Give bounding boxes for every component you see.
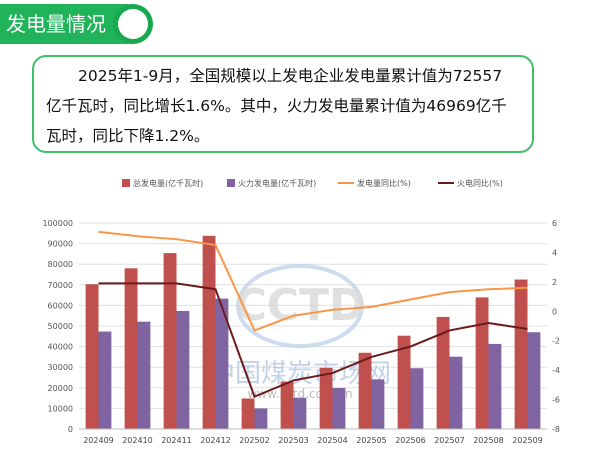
y2-tick-label: -8	[552, 425, 560, 434]
legend-label: 总发电量(亿千瓦时)	[133, 178, 203, 188]
section-title: 发电量情况	[6, 12, 106, 36]
y-tick-label: 90000	[48, 240, 73, 249]
total-bar	[436, 316, 450, 429]
x-tick-label: 202508	[473, 436, 504, 445]
thermal-bar	[137, 321, 151, 429]
legend-swatch	[122, 179, 130, 187]
thermal-bar	[98, 331, 112, 429]
total-bar	[124, 268, 138, 429]
total-bar	[85, 284, 99, 429]
x-tick-label: 202507	[434, 436, 465, 445]
y-tick-label: 10000	[48, 404, 73, 413]
x-tick-label: 202509	[512, 436, 543, 445]
y-tick-label: 60000	[48, 301, 73, 310]
y-tick-label: 80000	[48, 260, 73, 269]
y-tick-label: 50000	[48, 322, 73, 331]
total-bar	[163, 253, 177, 429]
x-tick-label: 202409	[83, 436, 114, 445]
total-bar	[514, 279, 528, 429]
y2-tick-label: 2	[552, 278, 557, 287]
thermal-bar	[254, 408, 268, 429]
y-tick-label: 40000	[48, 343, 73, 352]
x-tick-label: 202412	[200, 436, 231, 445]
y-tick-label: 30000	[48, 363, 73, 372]
total-bar	[358, 352, 372, 429]
thermal-bar	[371, 379, 385, 429]
x-tick-label: 202503	[278, 436, 309, 445]
header-circle-icon	[118, 9, 148, 39]
summary-box: 2025年1-9月，全国规模以上发电企业发电量累计值为72557亿千瓦时，同比增…	[32, 55, 534, 153]
x-tick-label: 202504	[317, 436, 348, 445]
total-bar	[319, 367, 333, 429]
x-tick-label: 202411	[161, 436, 192, 445]
thermal-bar	[410, 368, 424, 429]
y-tick-label: 70000	[48, 281, 73, 290]
thermal-bar	[449, 356, 463, 429]
y2-tick-label: -2	[552, 337, 560, 346]
thermal-bar	[332, 388, 346, 429]
thermal-bar	[527, 332, 541, 429]
thermal-yoy-line	[98, 282, 528, 398]
y2-tick-label: -4	[552, 366, 560, 375]
x-tick-label: 202506	[395, 436, 426, 445]
legend-swatch	[227, 179, 235, 187]
y-tick-label: 100000	[42, 219, 73, 228]
y-tick-label: 20000	[48, 384, 73, 393]
x-tick-label: 202505	[356, 436, 387, 445]
y2-tick-label: 4	[552, 248, 557, 257]
section-header: 发电量情况	[0, 4, 148, 44]
thermal-bar	[176, 310, 190, 429]
x-tick-label: 202502	[239, 436, 270, 445]
x-tick-label: 202410	[122, 436, 153, 445]
y2-tick-label: -6	[552, 396, 560, 405]
power-generation-chart: 0 10000 20000 30000 40000 50000 60000 70000 8000…	[42, 178, 560, 445]
total-bar	[475, 297, 489, 429]
total-yoy-line	[98, 230, 528, 332]
watermark-logo: CCTD	[234, 280, 365, 331]
total-bar	[241, 398, 255, 429]
watermark-ring	[236, 264, 364, 348]
legend-label: 发电量同比(%)	[357, 178, 411, 188]
legend-label: 火力发电量(亿千瓦时)	[238, 178, 316, 188]
total-bar	[202, 235, 216, 429]
y2-tick-label: 6	[552, 219, 557, 228]
thermal-bar	[293, 397, 307, 429]
y2-tick-label: 0	[552, 307, 557, 316]
summary-text: 2025年1-9月，全国规模以上发电企业发电量累计值为72557亿千瓦时，同比增…	[46, 67, 507, 145]
total-bar	[397, 335, 411, 429]
thermal-bar	[488, 343, 502, 429]
legend-label: 火电同比(%)	[457, 178, 503, 188]
y-tick-label: 0	[68, 425, 73, 434]
thermal-bar	[215, 298, 229, 429]
total-bar	[280, 381, 294, 429]
